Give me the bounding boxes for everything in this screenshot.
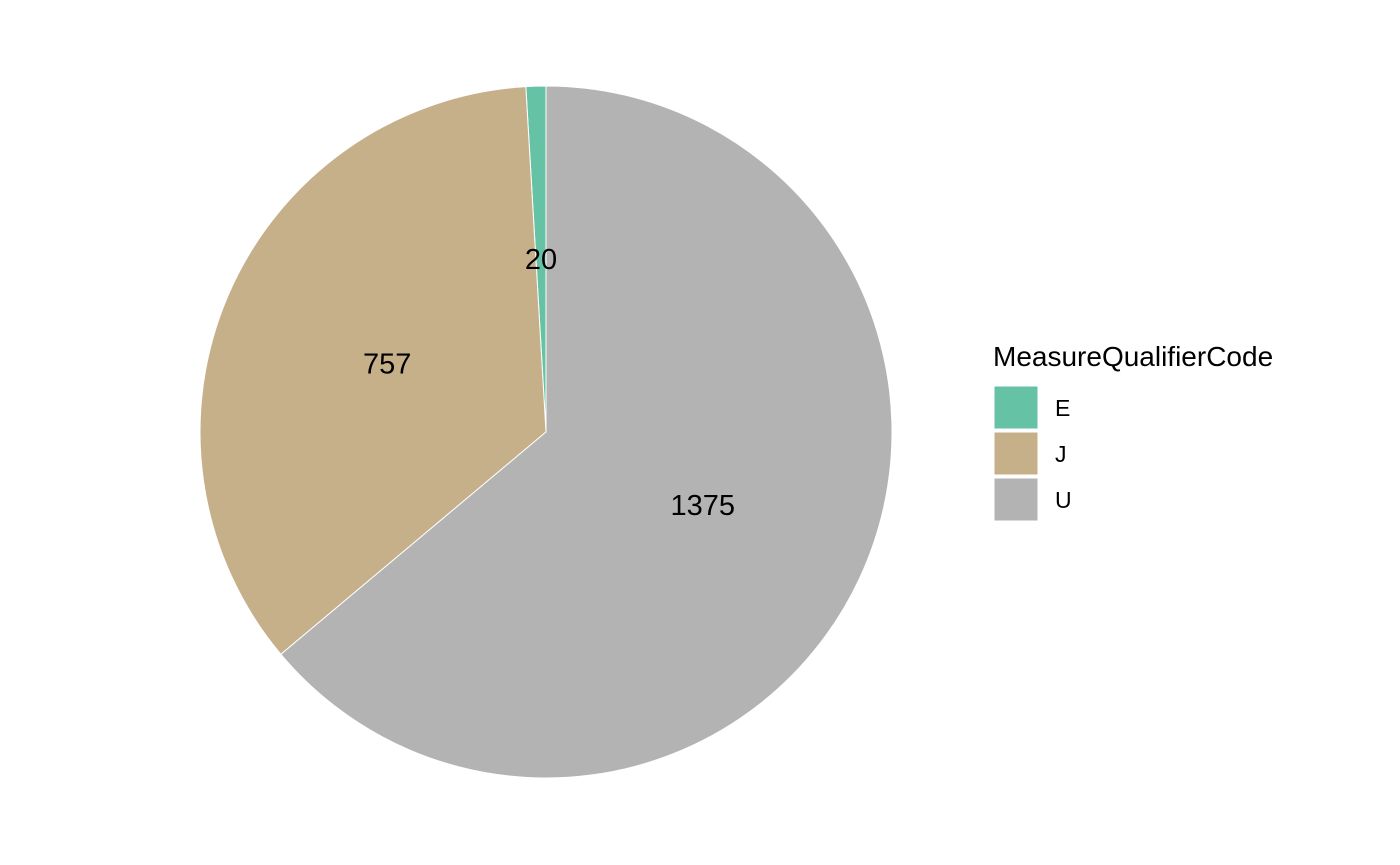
legend-key-u bbox=[993, 477, 1039, 522]
legend-label-j: J bbox=[1055, 441, 1067, 467]
legend-label-e: E bbox=[1055, 395, 1070, 421]
pie-slice-labels: 20 757 1375 bbox=[363, 244, 735, 522]
pie-slices bbox=[199, 85, 893, 779]
pie-slice-u bbox=[280, 85, 893, 779]
legend-items: EJU bbox=[993, 385, 1072, 522]
slice-label-j: 757 bbox=[363, 348, 411, 380]
legend-key-e bbox=[993, 385, 1039, 430]
slice-label-u: 1375 bbox=[671, 490, 736, 522]
slice-label-e: 20 bbox=[525, 244, 557, 276]
legend-key-j bbox=[993, 431, 1039, 476]
legend-title: MeasureQualifierCode bbox=[993, 341, 1273, 372]
legend: MeasureQualifierCode EJU bbox=[993, 341, 1273, 522]
legend-label-u: U bbox=[1055, 487, 1072, 513]
pie-slice-j bbox=[199, 86, 547, 656]
